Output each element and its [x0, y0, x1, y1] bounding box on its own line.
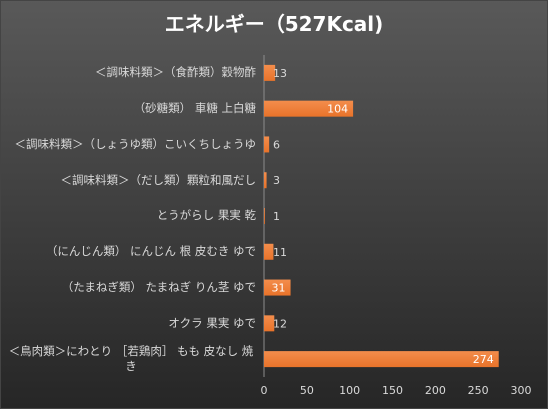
bar [264, 100, 354, 117]
x-tick-label: 200 [425, 384, 446, 397]
bar [264, 315, 275, 332]
category-label: （にんじん類） にんじん 根 皮むき ゆで [45, 244, 256, 259]
data-label: 1 [273, 210, 280, 223]
x-tick-label: 250 [468, 384, 489, 397]
bar [264, 172, 267, 189]
category-label: オクラ 果実 ゆで [168, 315, 256, 330]
bar [264, 208, 265, 224]
x-tick-label: 100 [339, 384, 360, 397]
bar [264, 243, 274, 260]
data-label: 274 [473, 353, 494, 366]
x-tick-label: 0 [261, 384, 268, 397]
data-label: 6 [273, 138, 280, 151]
bar [264, 64, 276, 81]
category-label: ＜調味料類＞（だし類）顆粒和風だし [60, 172, 257, 187]
data-label: 11 [273, 246, 287, 259]
bar [264, 351, 499, 368]
data-label: 104 [327, 103, 348, 116]
x-tick-label: 50 [300, 384, 314, 397]
x-tick-label: 150 [382, 384, 403, 397]
data-label: 13 [273, 67, 287, 80]
data-label: 12 [273, 317, 287, 330]
bar [264, 136, 270, 153]
category-label: とうがらし 果実 乾 [156, 208, 256, 223]
category-label: （砂糖類） 車糖 上白糖 [133, 101, 256, 116]
category-label: （たまねぎ類） たまねぎ りん茎 ゆで [61, 280, 256, 295]
category-label: ＜調味料類＞（しょうゆ類）こいくちしょうゆ [14, 136, 257, 151]
data-label: 3 [273, 174, 280, 187]
category-label: ＜調味料類＞（食酢類）穀物酢 [95, 65, 256, 80]
x-tick-label: 300 [511, 384, 532, 397]
category-label: ＜鳥肉類＞にわとり ［若鶏肉］ もも 皮なし 焼き [8, 344, 254, 374]
chart-title: エネルギー（527Kcal) [164, 12, 384, 36]
bar [264, 279, 291, 296]
data-label: 31 [272, 282, 286, 295]
